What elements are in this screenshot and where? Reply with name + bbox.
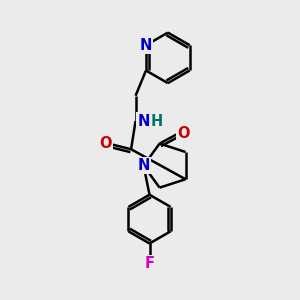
Text: O: O [177, 126, 190, 141]
Text: N: N [138, 113, 150, 128]
Text: N: N [137, 158, 150, 173]
Text: F: F [145, 256, 154, 271]
Text: O: O [99, 136, 112, 152]
Text: N: N [140, 38, 152, 53]
Text: H: H [151, 113, 163, 128]
